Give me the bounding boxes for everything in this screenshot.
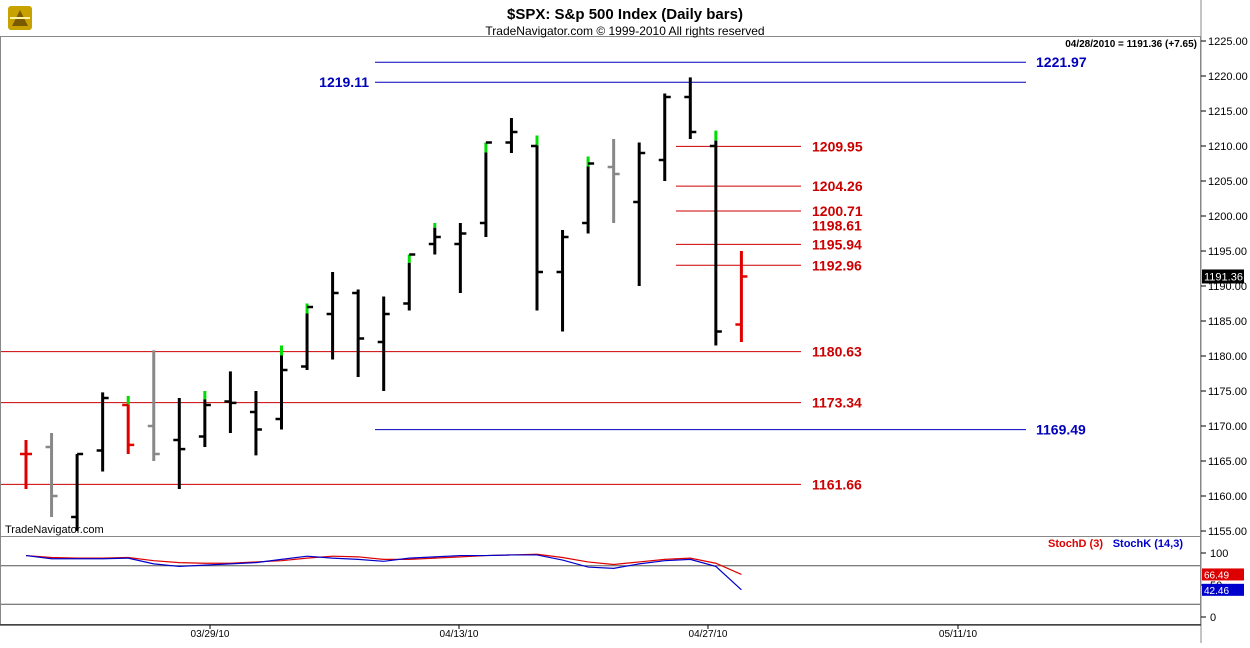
y-tick-label: 1165.00 xyxy=(1208,456,1247,468)
ohlc-bar xyxy=(173,398,186,489)
level-label: 1192.96 xyxy=(812,257,862,273)
ohlc-bar xyxy=(352,289,365,377)
x-tick-label: 05/11/10 xyxy=(939,629,978,640)
stoch-y-tick-label: 0 xyxy=(1210,612,1216,624)
last-price-box xyxy=(1202,269,1244,284)
y-tick-label: 1215.00 xyxy=(1208,106,1248,118)
y-tick-label: 1190.00 xyxy=(1208,281,1247,293)
y-tick-label: 1205.00 xyxy=(1208,176,1248,188)
stoch-d-legend: StochD (3) xyxy=(1048,538,1103,550)
ohlc-bar xyxy=(658,93,671,181)
ohlc-bar xyxy=(96,392,109,472)
trade-navigator-logo xyxy=(8,6,32,30)
ohlc-bar xyxy=(326,272,339,360)
ohlc-bar xyxy=(403,253,416,311)
ohlc-bar xyxy=(633,142,646,286)
x-tick-label: 03/29/10 xyxy=(191,629,230,640)
x-tick-label: 04/13/10 xyxy=(440,629,479,640)
ohlc-bar xyxy=(45,433,58,517)
ohlc-bar xyxy=(735,251,748,342)
level-label: 1180.63 xyxy=(812,344,862,360)
copyright-text: TradeNavigator.com © 1999-2010 All right… xyxy=(485,24,764,38)
ohlc-bar xyxy=(531,135,543,311)
y-tick-label: 1185.00 xyxy=(1208,316,1247,328)
ohlc-bar xyxy=(556,230,569,332)
x-tick-label: 04/27/10 xyxy=(689,629,728,640)
ohlc-bar xyxy=(301,303,314,370)
ohlc-bar xyxy=(428,223,441,255)
watermark-text: TradeNavigator.com xyxy=(5,524,104,536)
level-label: 1200.71 xyxy=(812,203,863,219)
ohlc-bar xyxy=(709,130,722,346)
ohlc-bar xyxy=(249,391,262,456)
ohlc-bar xyxy=(275,345,288,430)
y-tick-label: 1225.00 xyxy=(1208,36,1248,48)
ohlc-bar xyxy=(479,141,492,237)
ohlc-bar xyxy=(20,440,32,489)
stoch-y-tick-label: 100 xyxy=(1210,548,1228,560)
y-tick-label: 1175.00 xyxy=(1208,386,1247,398)
y-tick-label: 1170.00 xyxy=(1208,421,1247,433)
stoch-last-value-label: 42.46 xyxy=(1204,586,1229,597)
ohlc-bar xyxy=(147,350,160,461)
ohlc-bar xyxy=(122,395,135,454)
ohlc-bar xyxy=(377,296,390,391)
last-price-label: 1191.36 xyxy=(1204,271,1243,283)
level-label: 1173.34 xyxy=(812,395,862,411)
ohlc-bar xyxy=(454,223,467,293)
ohlc-bar xyxy=(198,391,211,447)
stoch-last-value-label: 66.49 xyxy=(1204,570,1229,581)
y-tick-label: 1210.00 xyxy=(1208,141,1248,153)
level-label: 1219.11 xyxy=(319,74,369,90)
stoch-panel-frame xyxy=(0,536,1201,625)
stoch-series-line xyxy=(25,554,742,591)
y-tick-label: 1195.00 xyxy=(1208,246,1247,258)
level-label: 1204.26 xyxy=(812,178,863,194)
level-label: 1169.49 xyxy=(1036,422,1086,438)
level-label: 1161.66 xyxy=(812,476,862,492)
level-label: 1195.94 xyxy=(812,236,862,252)
ohlc-bar xyxy=(71,452,84,531)
ohlc-bar xyxy=(224,371,237,433)
level-label: 1198.61 xyxy=(812,218,862,234)
y-tick-label: 1155.00 xyxy=(1208,526,1247,538)
stoch-last-value-box xyxy=(1202,568,1244,581)
ohlc-bar xyxy=(684,77,697,139)
ohlc-bar xyxy=(582,156,595,234)
y-tick-label: 1220.00 xyxy=(1208,71,1248,83)
level-label: 1209.95 xyxy=(812,138,863,154)
stoch-k-legend: StochK (14,3) xyxy=(1113,538,1184,550)
y-tick-label: 1180.00 xyxy=(1208,351,1247,363)
last-bar-info: 04/28/2010 = 1191.36 (+7.65) xyxy=(1065,39,1197,50)
y-tick-label: 1200.00 xyxy=(1208,211,1248,223)
y-tick-label: 1160.00 xyxy=(1208,491,1247,503)
ohlc-bar xyxy=(607,139,620,223)
level-label: 1221.97 xyxy=(1036,54,1087,70)
stoch-series-line xyxy=(25,553,742,575)
chart-title: $SPX: S&p 500 Index (Daily bars) xyxy=(507,6,743,23)
stoch-last-value-box xyxy=(1202,583,1244,596)
ohlc-bar xyxy=(505,118,518,153)
